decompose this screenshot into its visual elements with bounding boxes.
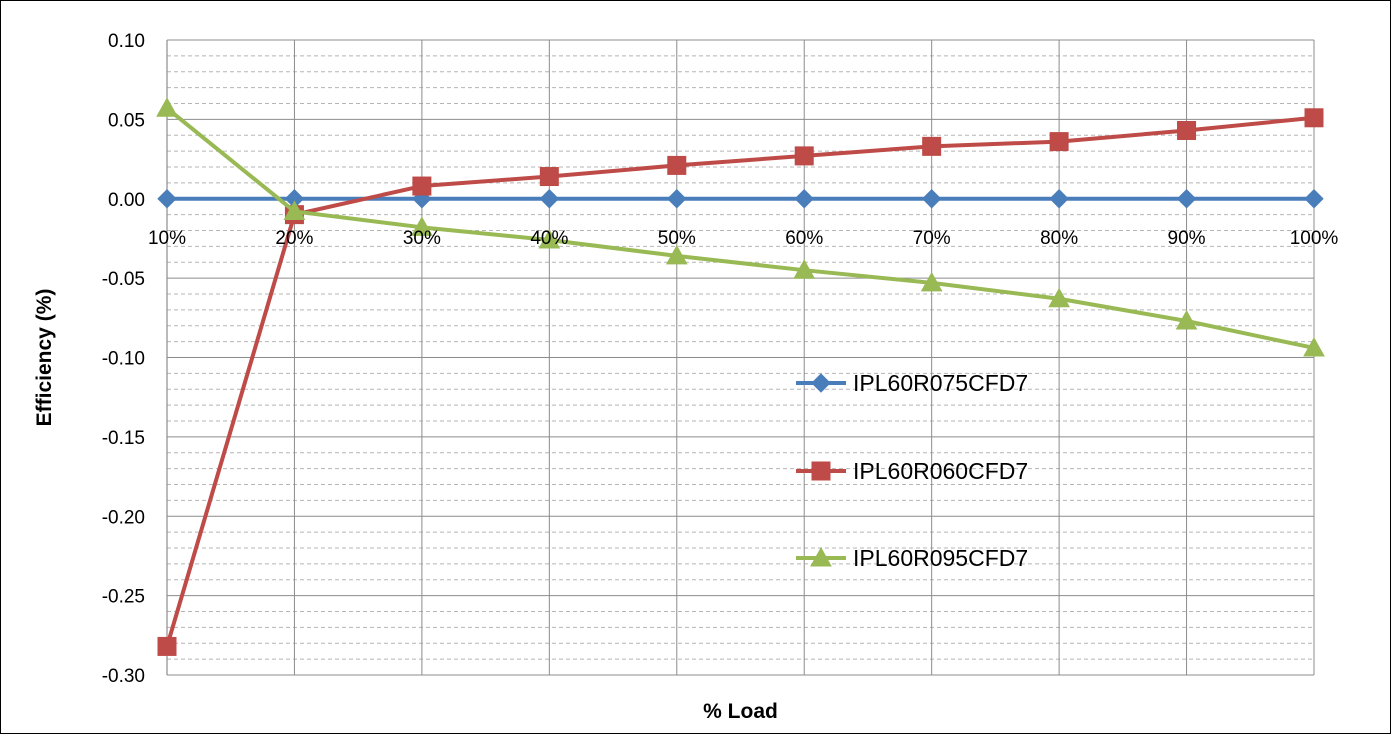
x-axis-title: % Load xyxy=(703,700,778,723)
data-point-square xyxy=(667,155,687,175)
y-axis-title: Efficiency (%) xyxy=(33,289,56,427)
data-point-diamond xyxy=(667,189,687,209)
y-tick-label: -0.30 xyxy=(102,666,145,687)
legend-entry: IPL60R095CFD7 xyxy=(796,545,1028,571)
legend: IPL60R075CFD7 IPL60R060CFD7 IPL60R095CFD7 xyxy=(796,370,1028,571)
x-tick-label: 20% xyxy=(275,228,313,249)
series-IPL60R060CFD7 xyxy=(157,108,1324,656)
data-point-square xyxy=(1304,108,1324,128)
data-point-square xyxy=(1177,120,1197,140)
legend-label: IPL60R075CFD7 xyxy=(853,370,1028,396)
data-point-diamond xyxy=(794,189,814,209)
y-tick-label: 0.00 xyxy=(108,190,145,211)
data-point-diamond xyxy=(157,189,177,209)
data-point-triangle xyxy=(665,244,688,265)
data-point-triangle xyxy=(1048,287,1070,308)
x-tick-label: 10% xyxy=(148,228,186,249)
legend-entry: IPL60R060CFD7 xyxy=(796,458,1028,484)
x-tick-label: 40% xyxy=(530,228,568,249)
x-tick-label: 30% xyxy=(403,228,441,249)
x-tick-label: 70% xyxy=(913,228,951,249)
legend-label: IPL60R060CFD7 xyxy=(853,458,1028,484)
data-point-triangle xyxy=(920,271,943,292)
y-tick-label: 0.05 xyxy=(108,110,145,131)
series-line xyxy=(165,115,1315,647)
x-axis-ticks: 10% 20% 30% 40% 50% 60% 70% 80% 90% 100% xyxy=(148,228,1338,249)
legend-label: IPL60R095CFD7 xyxy=(853,545,1028,571)
data-point-diamond xyxy=(1049,189,1069,209)
data-point-triangle xyxy=(1175,309,1198,330)
data-point-square xyxy=(922,136,942,156)
series-IPL60R095CFD7 xyxy=(156,97,1325,357)
x-tick-label: 60% xyxy=(785,228,823,249)
data-point-square xyxy=(157,636,177,656)
x-tick-label: 100% xyxy=(1290,228,1339,249)
y-tick-label: -0.25 xyxy=(102,587,145,608)
legend-marker-triangle xyxy=(810,546,832,567)
data-point-diamond xyxy=(539,189,560,209)
x-tick-label: 80% xyxy=(1040,228,1078,249)
data-point-triangle xyxy=(793,259,816,279)
y-tick-label: -0.10 xyxy=(102,349,145,370)
series-line xyxy=(165,106,1315,350)
data-point-triangle xyxy=(1303,336,1325,357)
y-axis-ticks: -0.30 -0.25 -0.20 -0.15 -0.10 -0.05 0.00 0.05 0.… xyxy=(102,31,145,687)
data-point-diamond xyxy=(1176,189,1197,209)
y-tick-label: -0.15 xyxy=(102,428,145,449)
data-point-diamond xyxy=(1304,189,1324,209)
data-point-triangle xyxy=(156,97,178,117)
data-point-square xyxy=(794,146,814,166)
data-point-diamond xyxy=(921,189,942,209)
plot-series xyxy=(156,97,1325,656)
y-tick-label: -0.20 xyxy=(102,507,145,528)
data-point-square xyxy=(539,167,559,187)
data-point-triangle xyxy=(538,228,561,249)
legend-marker-square xyxy=(811,461,831,481)
legend-marker-diamond xyxy=(811,373,831,393)
data-point-square xyxy=(412,176,432,196)
y-tick-label: -0.05 xyxy=(102,269,145,290)
data-point-square xyxy=(1049,132,1069,152)
data-point-triangle xyxy=(283,200,306,220)
x-tick-label: 50% xyxy=(658,228,696,249)
y-tick-label: 0.10 xyxy=(108,31,145,52)
data-point-triangle xyxy=(411,216,433,236)
legend-entry: IPL60R075CFD7 xyxy=(796,370,1028,396)
x-tick-label: 90% xyxy=(1168,228,1206,249)
